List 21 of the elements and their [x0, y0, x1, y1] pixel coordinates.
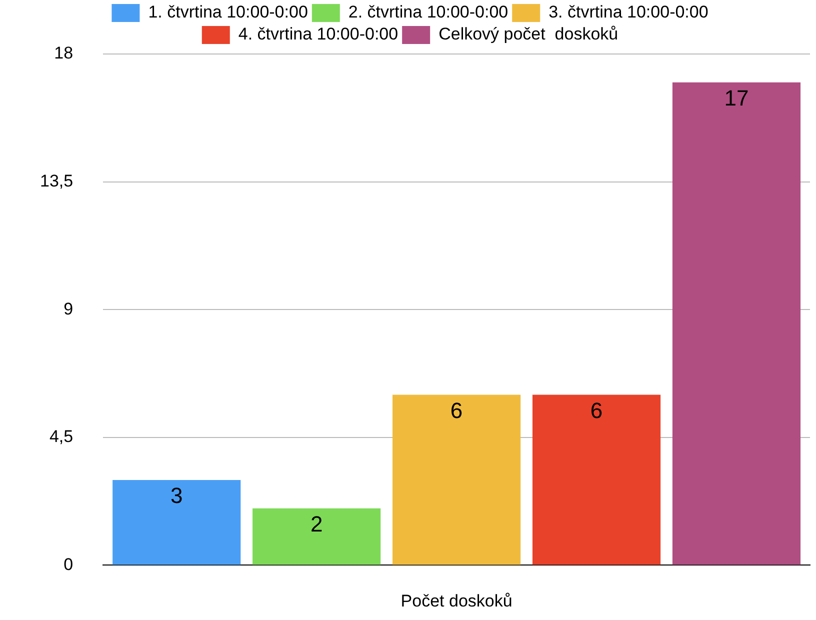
legend-label: 3. čtvrtina 10:00-0:00	[548, 2, 708, 22]
x-axis-title: Počet doskoků	[400, 591, 512, 610]
bar	[672, 82, 801, 565]
y-tick-label: 9	[64, 299, 74, 318]
y-tick-label: 18	[54, 44, 74, 63]
legend-label: 4. čtvrtina 10:00-0:00	[238, 24, 398, 44]
y-tick-label: 0	[64, 554, 74, 574]
bar	[392, 394, 521, 565]
y-tick-label: 4,5	[49, 427, 74, 446]
data-label: 3	[170, 483, 183, 508]
data-label: 2	[310, 511, 323, 536]
data-label: 17	[724, 85, 749, 110]
y-tick-label: 13,5	[40, 171, 74, 190]
data-label: 6	[450, 398, 463, 423]
legend-label: 1. čtvrtina 10:00-0:00	[148, 2, 308, 22]
bar	[532, 394, 661, 565]
legend-label: Celkový počet doskoků	[438, 24, 618, 44]
bar	[112, 480, 241, 565]
legend-label: 2. čtvrtina 10:00-0:00	[348, 2, 508, 22]
data-label: 6	[590, 398, 603, 423]
bar	[252, 508, 381, 565]
